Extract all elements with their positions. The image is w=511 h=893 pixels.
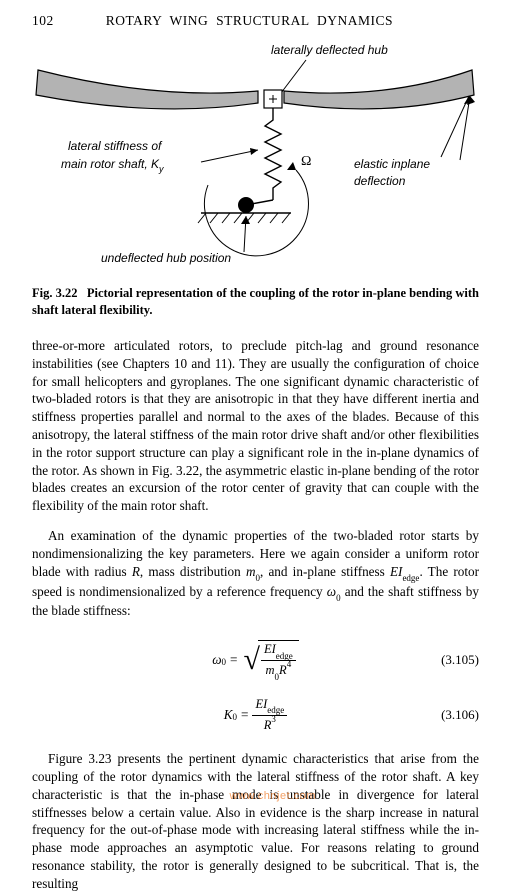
label-lat-deflected-hub: laterally deflected hub bbox=[271, 43, 388, 57]
label-lat-stiffness-1: lateral stiffness of bbox=[68, 139, 163, 153]
header-title: ROTARY WING STRUCTURAL DYNAMICS bbox=[54, 12, 479, 30]
right-blade bbox=[284, 70, 474, 109]
equation-3-105: ω0 = √ EIedge m0R4 (3.105) bbox=[32, 632, 479, 688]
label-elastic-2: deflection bbox=[354, 174, 406, 188]
label-elastic-1: elastic inplane bbox=[354, 157, 430, 171]
label-undeflected-hub: undeflected hub position bbox=[101, 251, 231, 265]
equation-number: (3.105) bbox=[441, 651, 479, 669]
omega-label: Ω bbox=[301, 154, 311, 169]
figure-svg: laterally deflected hub bbox=[26, 40, 484, 275]
spring-icon bbox=[265, 108, 281, 200]
watermark: www.chnjet.com bbox=[230, 789, 316, 804]
figure-caption: Fig. 3.22 Pictorial representation of th… bbox=[32, 285, 479, 319]
paragraph-3: Figure 3.23 presents the pertinent dynam… bbox=[32, 750, 479, 893]
figure-caption-lead: Fig. 3.22 bbox=[32, 286, 77, 300]
page-number: 102 bbox=[32, 12, 54, 30]
arrow-head-icon bbox=[250, 148, 258, 155]
equation-number: (3.106) bbox=[441, 706, 479, 724]
paragraph-2: An examination of the dynamic properties… bbox=[32, 527, 479, 620]
equation-3-106: K0 = EIedge R3 (3.106) bbox=[32, 694, 479, 736]
page-header: 102 ROTARY WING STRUCTURAL DYNAMICS bbox=[32, 12, 479, 30]
label-lat-stiffness-2: main rotor shaft, Ky bbox=[61, 157, 164, 174]
figure-3-22: laterally deflected hub bbox=[32, 40, 479, 275]
paragraph-1: three-or-more articulated rotors, to pre… bbox=[32, 337, 479, 515]
left-blade bbox=[36, 70, 258, 109]
rotation-arrow-icon bbox=[287, 162, 296, 170]
figure-caption-body: Pictorial representation of the coupling… bbox=[32, 286, 479, 317]
